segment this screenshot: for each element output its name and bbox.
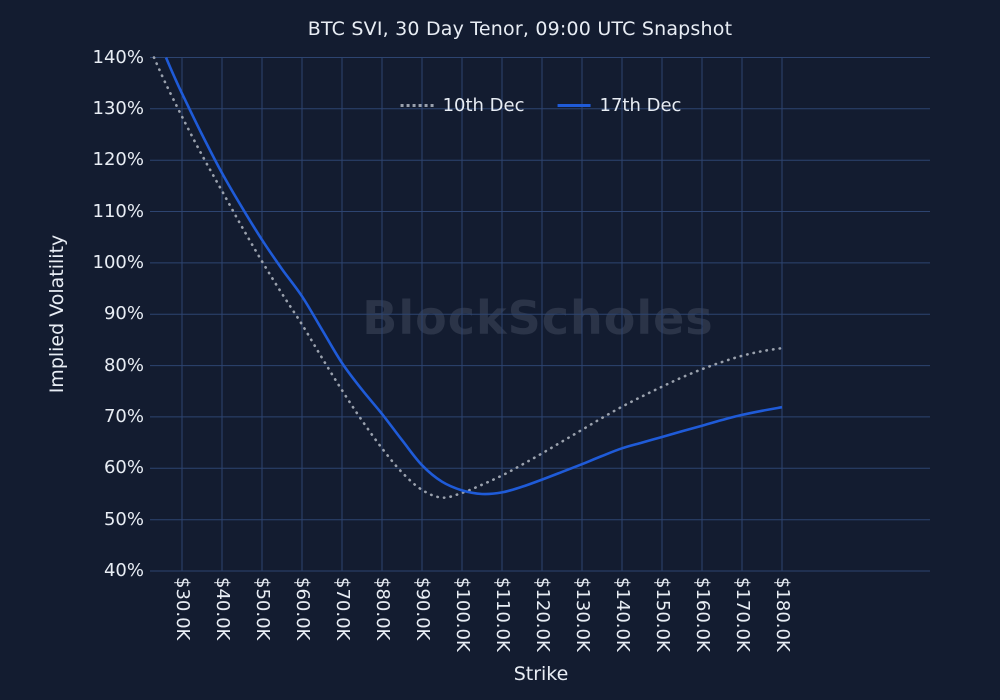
blockscholes-watermark: BlockScholes [362,291,714,345]
series-line-10th-dec[interactable] [152,56,784,499]
grid-lines [150,57,930,572]
series-line-17th-dec[interactable] [164,56,783,496]
